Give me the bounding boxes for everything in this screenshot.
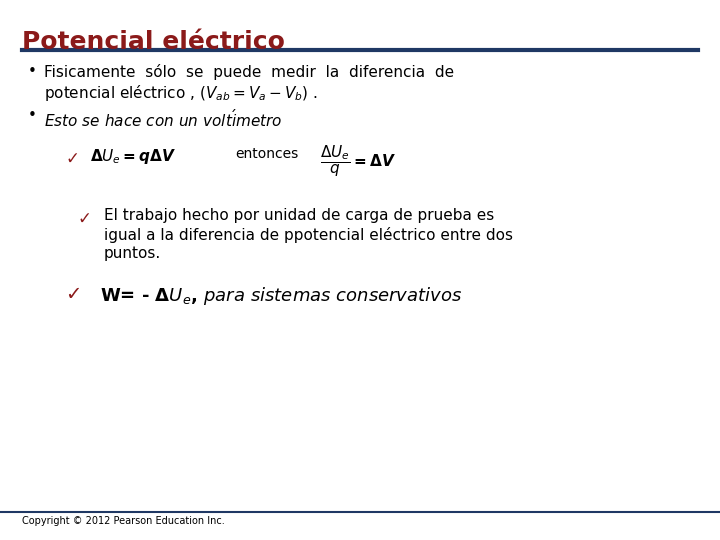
Text: igual a la diferencia de ppotencial eléctrico entre dos: igual a la diferencia de ppotencial eléc… (104, 227, 513, 243)
Text: •: • (28, 64, 37, 79)
Text: El trabajo hecho por unidad de carga de prueba es: El trabajo hecho por unidad de carga de … (104, 208, 494, 223)
Text: ✓: ✓ (65, 285, 81, 304)
Text: ✓: ✓ (78, 210, 92, 228)
Text: Fisicamente  sólo  se  puede  medir  la  diferencia  de: Fisicamente sólo se puede medir la difer… (44, 64, 454, 80)
Text: potencial eléctrico , $(V_{ab} = V_a - V_b)$ .: potencial eléctrico , $(V_{ab} = V_a - V… (44, 83, 318, 103)
Text: puntos.: puntos. (104, 246, 161, 261)
Text: ✓: ✓ (65, 150, 79, 168)
Text: entonces: entonces (235, 147, 298, 161)
Text: •: • (28, 108, 37, 123)
Text: $\boldsymbol{\dfrac{\Delta U_e}{q} = \Delta V}$: $\boldsymbol{\dfrac{\Delta U_e}{q} = \De… (320, 144, 396, 179)
Text: Potencial eléctrico: Potencial eléctrico (22, 30, 285, 54)
Text: Copyright © 2012 Pearson Education Inc.: Copyright © 2012 Pearson Education Inc. (22, 516, 225, 526)
Text: W= - $\boldsymbol{\Delta U_e}$, $\boldsymbol{\mathit{para\ sistemas\ conservativ: W= - $\boldsymbol{\Delta U_e}$, $\boldsy… (100, 285, 462, 307)
Text: $\boldsymbol{\Delta U_e = q\Delta V}$: $\boldsymbol{\Delta U_e = q\Delta V}$ (90, 147, 176, 166)
Text: $\mathit{Esto\ se\ hace\ con\ un\ volt\'{i}metro}$: $\mathit{Esto\ se\ hace\ con\ un\ volt\'… (44, 108, 282, 130)
